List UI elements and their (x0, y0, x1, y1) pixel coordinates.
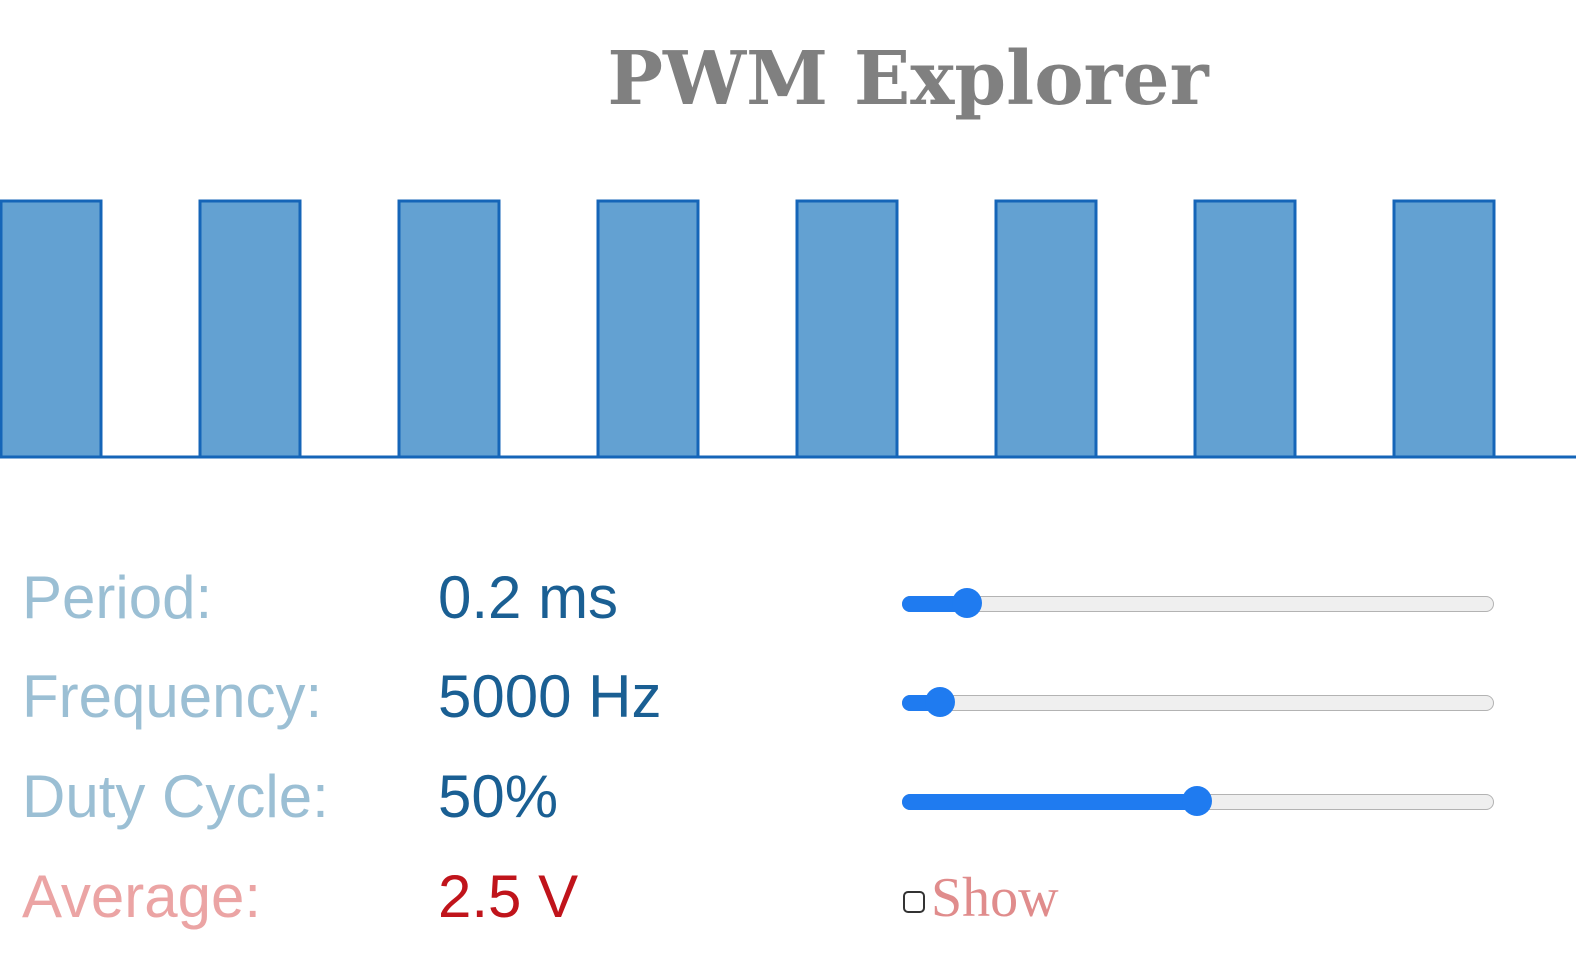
frequency-slider[interactable] (902, 687, 1494, 717)
pwm-pulse (0, 199, 103, 459)
page-title: PWM Explorer (607, 36, 1209, 122)
pwm-pulse (795, 199, 899, 459)
show-average-checkbox[interactable] (903, 891, 925, 913)
average-label: Average: (22, 863, 262, 930)
duty-cycle-value: 50% (438, 763, 559, 830)
pwm-pulse (994, 199, 1098, 459)
pwm-pulse (198, 199, 302, 459)
duty-cycle-slider-thumb[interactable] (1182, 786, 1212, 816)
pwm-waveform (0, 199, 1576, 459)
duty-cycle-label: Duty Cycle: (22, 763, 329, 830)
period-slider-thumb[interactable] (952, 588, 982, 618)
average-value: 2.5 V (438, 863, 579, 930)
show-average-label[interactable]: Show (931, 867, 1059, 929)
period-value: 0.2 ms (438, 564, 619, 631)
pwm-pulse (1193, 199, 1297, 459)
period-slider[interactable] (902, 588, 1494, 618)
period-slider-track[interactable] (902, 596, 1494, 612)
pwm-pulse (397, 199, 501, 459)
duty-cycle-slider-fill (902, 794, 1197, 810)
frequency-label: Frequency: (22, 663, 323, 730)
waveform-pulses (0, 199, 1576, 459)
frequency-value: 5000 Hz (438, 663, 662, 730)
pwm-pulse (596, 199, 700, 459)
period-slider-fill (902, 596, 967, 612)
frequency-slider-thumb[interactable] (925, 687, 955, 717)
period-label: Period: (22, 564, 213, 631)
show-average-toggle[interactable]: Show (903, 867, 1059, 929)
pwm-pulse (1392, 199, 1496, 459)
title-container: PWM Explorer (0, 0, 1576, 140)
duty-cycle-slider[interactable] (902, 786, 1494, 816)
frequency-slider-track[interactable] (902, 695, 1494, 711)
